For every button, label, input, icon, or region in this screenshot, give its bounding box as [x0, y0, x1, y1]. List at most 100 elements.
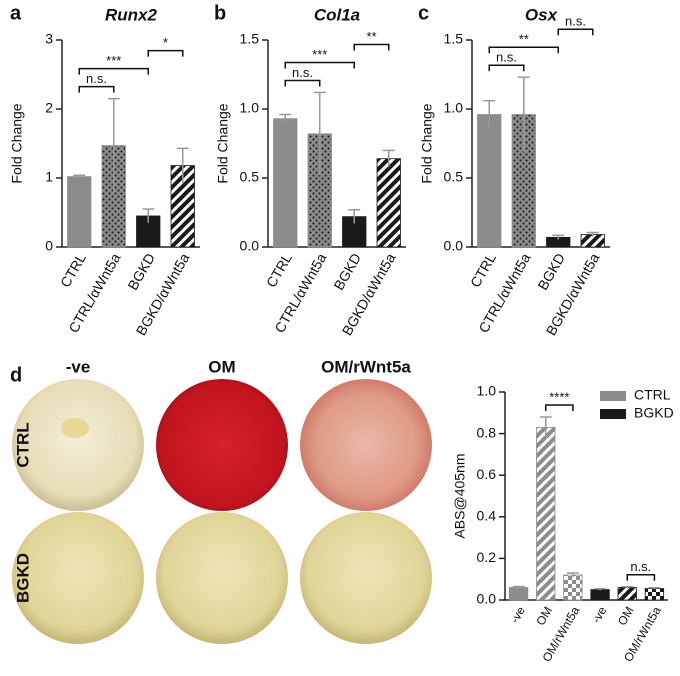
- error-bar: [73, 174, 86, 178]
- error-bar: [566, 572, 579, 578]
- bar: [563, 574, 583, 601]
- error-bar: [176, 147, 189, 183]
- y-tick-label: 0: [45, 238, 53, 254]
- bar: [67, 176, 92, 248]
- y-tick-label: 3: [45, 31, 53, 47]
- error-bar: [594, 588, 607, 591]
- bar: [477, 114, 502, 248]
- x-tick-label: -ve: [589, 604, 610, 626]
- well-photo: [300, 379, 432, 511]
- significance-label: *: [163, 35, 168, 50]
- error-bar: [621, 585, 634, 589]
- significance-bracket: [284, 61, 355, 69]
- y-tick-label: 0.6: [477, 466, 497, 482]
- y-tick-label: 1: [45, 169, 53, 185]
- x-tick-label: BGKD: [124, 250, 158, 292]
- chart-title: Col1a: [314, 5, 360, 24]
- well-photo: [300, 512, 432, 644]
- y-axis-label: Fold Change: [215, 103, 231, 183]
- well-photo-detail: [61, 418, 89, 438]
- panel-letter: a: [10, 2, 22, 24]
- well-photo: [156, 379, 288, 511]
- bar: [376, 158, 401, 248]
- x-tick-label: CTRL: [263, 250, 295, 290]
- chart-title: Runx2: [105, 5, 158, 24]
- error-bar: [313, 91, 326, 176]
- error-bar: [552, 234, 565, 240]
- bar: [617, 587, 637, 601]
- y-axis-label: Fold Change: [419, 103, 435, 183]
- photo-column-label: OM: [208, 357, 235, 376]
- x-tick-label: BGKD: [534, 250, 568, 292]
- y-tick-label: 1.0: [240, 100, 260, 116]
- y-tick-label: 0.5: [240, 169, 260, 185]
- y-tick-label: 1.5: [444, 31, 464, 47]
- x-tick-label: OM: [533, 604, 555, 628]
- significance-bracket: [488, 64, 525, 72]
- y-axis-label: Fold Change: [9, 103, 25, 183]
- error-bar: [107, 97, 120, 193]
- legend-label: BGKD: [634, 405, 674, 421]
- panel-letter: c: [418, 2, 429, 24]
- y-tick-label: 0.8: [477, 424, 497, 440]
- significance-label: n.s.: [86, 71, 107, 86]
- y-tick-label: 1.0: [477, 383, 497, 399]
- well-photo: [12, 512, 144, 644]
- error-bar: [539, 416, 552, 438]
- error-bar: [279, 113, 292, 123]
- significance-label: n.s.: [292, 65, 313, 80]
- bar: [536, 426, 556, 601]
- error-bar: [483, 99, 496, 129]
- bar: [273, 118, 298, 248]
- legend-swatch: [600, 409, 626, 419]
- x-tick-label: CTRL: [57, 250, 89, 290]
- photo-wells: [12, 379, 432, 644]
- y-tick-label: 0.0: [240, 238, 260, 254]
- bar: [644, 588, 665, 601]
- error-bar: [142, 208, 155, 223]
- y-tick-label: 2: [45, 100, 53, 116]
- significance-bracket: [78, 67, 149, 75]
- significance-bracket: [557, 28, 594, 36]
- x-tick-label: OM: [615, 604, 637, 628]
- y-tick-label: 0.2: [477, 549, 497, 565]
- significance-label: ***: [106, 53, 121, 68]
- error-bar: [648, 586, 661, 590]
- significance-bracket: [78, 85, 115, 93]
- significance-label: n.s.: [630, 559, 651, 574]
- error-bar: [382, 149, 395, 167]
- x-tick-label: -ve: [507, 604, 528, 626]
- legend-label: CTRL: [634, 387, 671, 403]
- error-bar: [517, 76, 530, 152]
- significance-bracket: [488, 46, 559, 54]
- significance-bracket: [284, 79, 321, 87]
- significance-bracket: [147, 49, 184, 57]
- error-bar: [512, 585, 525, 589]
- x-tick-label: BGKD: [330, 250, 364, 292]
- significance-bracket: [545, 404, 574, 411]
- significance-label: **: [519, 32, 529, 47]
- well-photo: [156, 512, 288, 644]
- bar: [590, 589, 610, 601]
- photo-column-label: -ve: [66, 357, 91, 376]
- significance-label: n.s.: [496, 50, 517, 65]
- photo-row-label: BGKD: [13, 553, 32, 603]
- y-tick-label: 1.5: [240, 31, 260, 47]
- y-axis-label: ABS@405nm: [452, 453, 468, 538]
- error-bar: [586, 231, 599, 237]
- panel-letter: b: [214, 2, 226, 24]
- significance-label: n.s.: [565, 14, 586, 29]
- photo-row-label: CTRL: [13, 422, 32, 467]
- chart-title: Osx: [525, 5, 559, 24]
- bar: [508, 587, 529, 601]
- photo-column-label: OM/rWnt5a: [321, 357, 411, 376]
- y-tick-label: 0.4: [477, 508, 497, 524]
- legend-swatch: [600, 391, 626, 401]
- significance-label: ****: [549, 389, 569, 404]
- well-photo: [12, 379, 144, 511]
- panel-letter: d: [10, 364, 22, 386]
- y-tick-label: 1.0: [444, 100, 464, 116]
- significance-label: **: [366, 29, 376, 44]
